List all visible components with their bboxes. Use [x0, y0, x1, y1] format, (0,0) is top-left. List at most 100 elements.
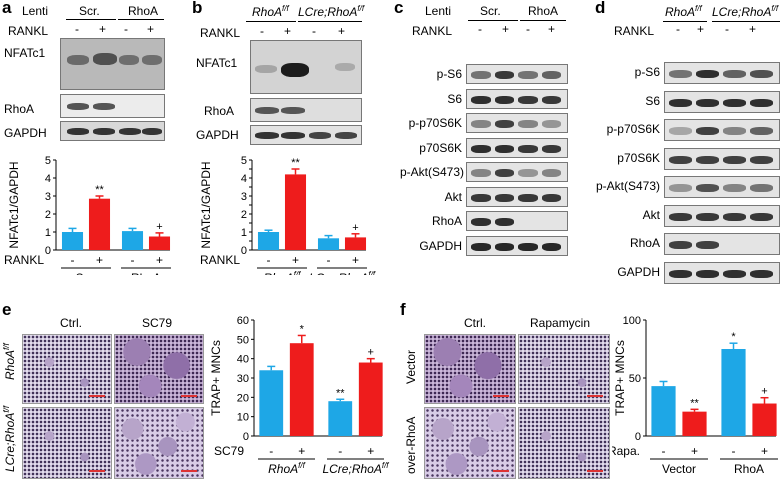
- group-underline: [712, 21, 780, 22]
- bar-chart-f: 0 50 100 TRAP+ MNCs - ** + * - + + Rapa. Vector RhoA: [612, 315, 778, 476]
- blot-row-label: GAPDH: [196, 128, 239, 142]
- significance-mark: *: [731, 331, 736, 343]
- significance-mark: +: [352, 222, 358, 234]
- blot-gapdh: [60, 121, 165, 141]
- y-tick-label: 4: [45, 173, 51, 185]
- col-label-ctrl: Ctrl.: [464, 316, 486, 330]
- panel-label-e: e: [2, 300, 12, 319]
- group-underline: [520, 20, 566, 21]
- group-label-lcre-rhoa-ff: LCre;RhoAf/f: [298, 4, 365, 19]
- group-label: Vector: [662, 462, 696, 476]
- sign: -: [478, 22, 482, 36]
- row-label-rhoa-ff: RhoAf/f: [2, 343, 17, 380]
- blot-row-label: S6: [645, 93, 660, 108]
- blot-p-p70s6k: [664, 119, 780, 141]
- treatment-sign: -: [267, 253, 271, 267]
- micrograph-lcre-sc79: [114, 407, 204, 479]
- y-axis-label: NFATc1/GAPDH: [7, 161, 21, 248]
- blot-row-label: GAPDH: [4, 126, 47, 140]
- treatment-sign: -: [732, 444, 736, 458]
- blot-gapdh: [466, 235, 568, 256]
- y-tick-label: 0: [45, 245, 51, 257]
- y-axis-label: TRAP+ MNCs: [613, 340, 627, 416]
- blot-row-label: p-S6: [634, 65, 660, 79]
- treatment-label: Rapa.: [612, 444, 640, 458]
- y-tick-label: 40: [237, 354, 249, 366]
- bar: [289, 343, 314, 436]
- blot-rhoa: [664, 233, 780, 255]
- blot-nfatc1: [250, 40, 362, 94]
- bar: [257, 232, 280, 250]
- panel-label-d: d: [595, 0, 606, 17]
- rankl-label: RANKL: [412, 24, 453, 38]
- row-label-over-rhoa: over-RhoA: [404, 416, 418, 474]
- sign: +: [548, 22, 556, 36]
- rankl-label: RANKL: [614, 24, 655, 38]
- row-label-lcre-rhoa-ff: LCre;RhoAf/f: [2, 405, 17, 472]
- y-tick-label: 2: [241, 209, 247, 221]
- sign: -: [75, 22, 79, 36]
- treatment-sign: +: [691, 444, 698, 458]
- treatment-sign: -: [131, 253, 135, 267]
- y-tick-label: 50: [629, 373, 641, 385]
- blot-row-label: Akt: [642, 207, 660, 222]
- blot-row-label: NFATc1: [196, 56, 238, 70]
- col-label-rapamycin: Rapamycin: [530, 316, 591, 330]
- y-tick-label: 1: [241, 227, 247, 239]
- sign: -: [260, 24, 264, 38]
- rankl-label: RANKL: [8, 24, 49, 38]
- micrograph-rhoa-ctrl: [22, 334, 112, 404]
- group-label: RhoA: [131, 271, 161, 275]
- y-tick-label: 3: [45, 191, 51, 203]
- significance-mark: *: [300, 323, 305, 335]
- sign: +: [749, 22, 757, 36]
- blot-p-akt-s473-: [466, 162, 568, 182]
- group-label: RhoAf/f: [264, 270, 301, 275]
- bar: [259, 370, 284, 436]
- sign: -: [725, 22, 729, 36]
- y-axis-label: TRAP+ MNCs: [209, 340, 223, 416]
- bar: [148, 236, 171, 250]
- blot-akt: [664, 204, 780, 227]
- col-label-ctrl: Ctrl.: [60, 316, 82, 330]
- micrograph-rhoa-sc79: [114, 334, 204, 404]
- blot-row-label: RhoA: [4, 102, 35, 116]
- bar: [61, 232, 84, 250]
- lenti-label: Lenti: [22, 4, 49, 18]
- micrograph-lcre-ctrl: [22, 407, 112, 479]
- blot-row-label: RhoA: [204, 104, 235, 118]
- bar: [721, 349, 746, 436]
- treatment-sign: -: [71, 253, 75, 267]
- blot-row-label: S6: [447, 91, 462, 106]
- blot-row-label: p-Akt(S473): [400, 165, 465, 179]
- y-tick-label: 3: [241, 191, 247, 203]
- significance-mark: **: [95, 184, 104, 196]
- micrograph-vector-rapamycin: [518, 334, 610, 404]
- y-tick-label: 4: [241, 173, 247, 185]
- blot-p-akt-s473-: [664, 176, 780, 198]
- rankl-label: RANKL: [200, 26, 241, 40]
- blot-row-label: p-S6: [436, 67, 462, 81]
- blot-p-s6: [664, 62, 780, 84]
- significance-mark: **: [291, 157, 300, 169]
- panel-label-c: c: [394, 0, 404, 17]
- bar-chart-e: 0 10 20 30 40 50 60 TRAP+ MNCs - * + ** - + + SC79 RhoAf…: [209, 315, 389, 476]
- panel-label-b: b: [192, 0, 203, 17]
- treatment-sign: +: [367, 444, 374, 458]
- blot-p70s6k: [466, 137, 568, 158]
- sign: +: [338, 24, 346, 38]
- blot-row-label: p-p70S6K: [408, 116, 462, 130]
- sign: +: [99, 22, 107, 36]
- sign: +: [502, 22, 510, 36]
- treatment-label: RANKL: [200, 253, 240, 267]
- treatment-sign: +: [298, 444, 305, 458]
- y-tick-label: 30: [237, 373, 249, 385]
- group-label-rhoa: RhoA: [528, 4, 559, 18]
- blot-rhoa: [250, 98, 362, 122]
- group-label-rhoa-ff: RhoAf/f: [665, 4, 702, 19]
- group-underline: [663, 21, 707, 22]
- micrograph-vector-ctrl: [424, 334, 516, 404]
- group-label: RhoAf/f: [268, 461, 305, 476]
- treatment-sign: +: [292, 253, 299, 267]
- blot-rhoa: [466, 211, 568, 231]
